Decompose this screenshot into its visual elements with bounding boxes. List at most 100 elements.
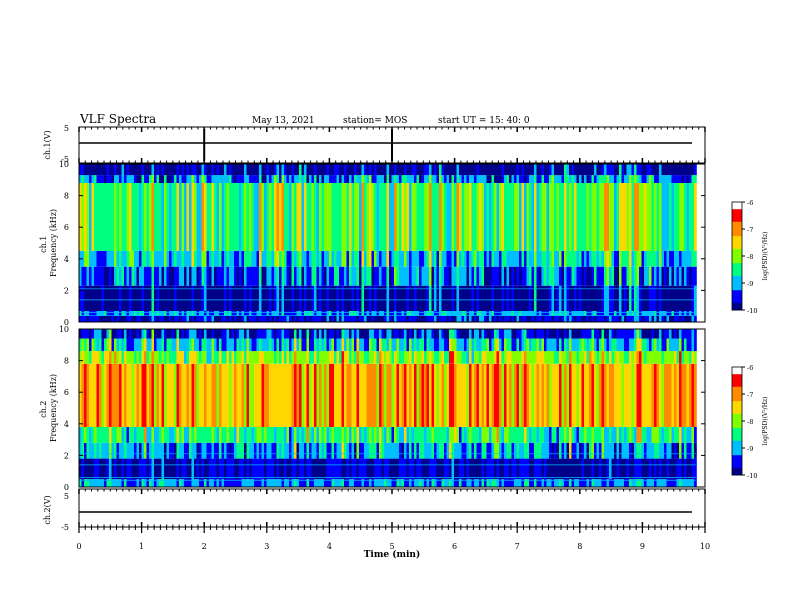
ch1-spectrogram-cell [664,175,667,183]
ch2-spectrogram-cell [439,363,442,427]
ch2-spectrogram-cell [96,351,100,364]
ch1-spectrogram-cell [104,175,107,183]
ch2-spectrogram-cell [186,338,190,352]
ch1-spectrogram-time-column [166,164,170,322]
ch1-spectrogram-cell [479,285,482,311]
ch1-spectrogram-cell [189,310,192,316]
ch1-spectrogram-cell [564,183,567,251]
ch1-spectrogram-time-column [356,164,360,322]
ch2-spectrogram-cell [381,479,385,487]
ch2-spectrogram-cell [591,458,595,480]
ch2-spectrogram-cell [94,479,97,487]
ch2-spectrogram-cell [524,338,527,352]
ch2-spectrogram-cell [206,427,210,443]
ch2-spectrogram-cell [334,458,337,480]
ch2-spectrogram-cell [334,329,337,339]
ch2-spectrogram-time-column [486,329,490,487]
ch2-spectrogram-cell [674,458,677,480]
ch1-spectrogram-cell [431,285,435,311]
ch1-spectrogram-cell [596,183,600,251]
ch1-spectrogram-cell [84,250,87,267]
ch1-spectrogram-cell [694,175,697,183]
ch2-spectrogram-cell [256,363,260,427]
ch2-spectrogram-cell [379,363,382,427]
ch2-spectrogram-cell [644,363,647,427]
ch1-spectrogram-cell [224,183,227,251]
ch1-spectrogram-cell [239,175,242,183]
ch2-spectrogram-time-column [639,329,642,487]
ch1-spectrogram-cell [441,266,445,286]
ch2-spectrogram-cell [461,338,465,352]
ch2-spectrogram-cell [154,442,157,459]
ch2-spectrogram-cell [651,351,655,364]
ch1-spectrogram-cell [301,266,305,286]
ch1-spectrogram-cell [166,266,170,286]
ch2-spectrogram-cell [631,427,635,443]
ch2-spectrogram-cell [484,427,487,443]
ch1-spectrogram-cell [406,183,410,251]
ch1-spectrogram-cell [649,250,652,267]
ch1-spectrogram-cell [296,175,300,183]
ch1-spectrogram-cell [356,285,360,311]
ch1-spectrogram-cell [394,285,397,311]
ch1-spectrogram-time-column [84,164,87,322]
ch1-spectrogram-cell [666,310,670,316]
ch1-spectrogram-cell [494,175,497,183]
ch2-spectrogram-cell [186,458,190,480]
ch2-spectrogram-time-column [524,329,527,487]
ch2-spectrogram-cell [351,363,355,427]
ch1-spectrogram-cell [574,285,577,311]
ch2-spectrogram-cell [124,442,127,459]
ch1-spectrogram-cell [596,175,600,183]
ch2-spectrogram-cell [334,338,337,352]
ch2-spectrogram-cell [629,427,632,443]
ch1-spectrogram-time-column [319,164,322,322]
ch2-spectrogram-cell [336,442,340,459]
ch1-spectrogram-cell [411,315,415,322]
ch1-spectrogram-cell [621,164,625,176]
ch1-spectrogram-cell [344,164,347,176]
ch2-spectrogram-cell [294,329,297,339]
ch1-spectrogram-time-column [196,164,200,322]
ch1-spectrogram-cell [671,175,675,183]
ch2-spectrogram-cell [216,479,220,487]
ch1-spectrogram-cell [311,315,315,322]
ch2-spectrogram-cell [139,351,142,364]
ch1-spectrogram-cell [239,164,242,176]
ch1-spectrogram-cell [229,250,232,267]
ch1-spectrogram-cell [281,175,285,183]
ch1-spectrogram-cell [396,310,400,316]
ch2-spectrogram-cell [446,458,450,480]
ch2-spectrogram-cell [164,329,167,339]
ch1-spectrogram-time-column [414,164,417,322]
ch2-spectrogram-cell [461,479,465,487]
ch2-spectrogram-cell [244,338,247,352]
ch2-spectrogram-cell [466,351,470,364]
ch1-spectrogram-cell [341,266,345,286]
ch2-spectrogram-cell [141,363,145,427]
ch1-spectrogram-cell [496,250,500,267]
ch2-spectrogram-cell [374,427,377,443]
ch2-spectrogram-cell [209,351,212,364]
ch1-spectrogram-cell [141,250,145,267]
ch1-spectrogram-cell [419,315,422,322]
ch2-spectrogram-cell [676,338,680,352]
ch2-spectrogram-cell [219,329,222,339]
ch1-spectrogram-cell [399,250,402,267]
ch1-spectrogram-cell [401,266,405,286]
ch1-spectrogram-cell [684,183,687,251]
ch2-spectrogram-cell [566,329,570,339]
ch1-spectrogram-cell [481,285,485,311]
ch2-spectrogram-cell [454,427,457,443]
ch2-spectrogram-cell [119,329,122,339]
ch2-spectrogram-cell [206,479,210,487]
ch2-spectrogram-cell [291,338,295,352]
ch2-spectrogram-cell [389,363,392,427]
ch1-spectrogram-cell [669,310,672,316]
ch2-spectrogram-cell [501,338,505,352]
ch2-spectrogram-ylabel-channel: ch.2 Frequency (kHz) [39,374,58,442]
ch1-spectrogram-time-column [296,164,300,322]
ch2-spectrogram-cell [591,363,595,427]
ch1-spectrogram-cell [479,164,482,176]
ch1-spectrogram-cell [684,310,687,316]
